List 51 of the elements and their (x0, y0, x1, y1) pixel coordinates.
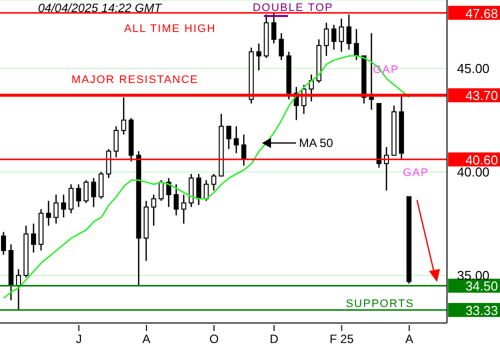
candlestick (54, 194, 59, 224)
x-tick-label: D (270, 332, 279, 346)
candlestick (234, 126, 239, 154)
x-tick-label: F 25 (330, 332, 354, 346)
x-tick-label: J (76, 332, 82, 346)
candlestick (338, 18, 344, 52)
candlestick (346, 14, 352, 50)
candlestick (226, 126, 232, 150)
candlestick (181, 194, 186, 224)
ref-line-label: 33.33 (465, 302, 498, 318)
ref-line-label: 43.70 (465, 88, 498, 104)
candlestick (196, 173, 202, 206)
candlestick (241, 134, 246, 166)
candlestick (31, 222, 36, 254)
candlestick (256, 42, 262, 72)
candlestick (61, 194, 66, 218)
candlestick (84, 179, 89, 204)
candlestick (324, 22, 329, 57)
candlestick (76, 184, 82, 208)
candlestick (91, 177, 96, 208)
annotation: MAJOR RESISTANCE (71, 74, 199, 86)
candlestick (68, 184, 74, 214)
candlestick (114, 126, 119, 158)
candlestick (121, 96, 126, 136)
legend-label: MA 50 (299, 136, 334, 150)
candlestick (211, 173, 216, 192)
candlestick (166, 177, 172, 208)
annotation: ALL TIME HIGH (124, 23, 216, 35)
candlestick (271, 12, 276, 44)
candlestick (204, 179, 209, 202)
candlestick (331, 24, 336, 50)
ref-line-label: 47.68 (465, 6, 498, 21)
candlestick (174, 184, 179, 216)
annotation: SUPPORTS (346, 298, 414, 310)
ref-line-label: 34.50 (465, 278, 498, 294)
candlestick (1, 231, 6, 256)
candlestick (98, 171, 104, 200)
chart-subtitle: 04/04/2025 14:22 GMT (38, 1, 164, 15)
candlestick (106, 148, 112, 179)
candlestick (151, 194, 156, 226)
candlestick (158, 179, 164, 202)
x-tick-label: A (142, 332, 150, 346)
y-tick-label: 45.00 (457, 60, 490, 76)
candlestick (46, 200, 52, 226)
candlestick (368, 32, 374, 110)
annotation: GAP (402, 167, 430, 179)
x-tick-label: O (209, 332, 219, 346)
x-tick-label: A (405, 332, 414, 346)
annotation: DOUBLE TOP (252, 2, 334, 14)
candlestick (354, 28, 359, 61)
candlestick (278, 32, 284, 61)
